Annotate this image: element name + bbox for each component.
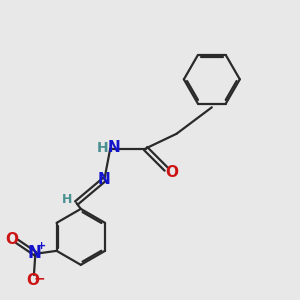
- Text: −: −: [34, 272, 46, 286]
- Text: N: N: [98, 172, 111, 187]
- Text: O: O: [26, 273, 39, 288]
- Text: +: +: [37, 242, 46, 251]
- Text: H: H: [96, 141, 108, 155]
- Text: N: N: [107, 140, 120, 155]
- Text: N: N: [28, 244, 42, 262]
- Text: H: H: [62, 193, 72, 206]
- Text: O: O: [165, 165, 178, 180]
- Text: O: O: [5, 232, 18, 247]
